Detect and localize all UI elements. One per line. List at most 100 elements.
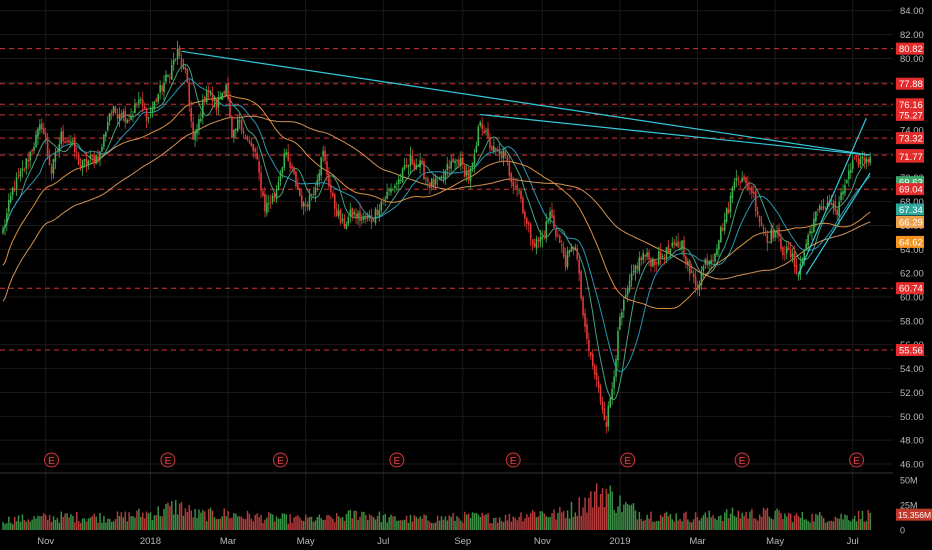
candle (339, 208, 342, 226)
candle-body (333, 194, 336, 209)
volume-bar (271, 514, 274, 530)
candlestick-series (2, 40, 871, 434)
volume-bar (186, 511, 189, 530)
candle (749, 181, 751, 195)
candle (836, 207, 838, 220)
earnings-marker[interactable]: E (160, 452, 176, 468)
volume-bar (654, 521, 656, 530)
volume-bar (347, 510, 350, 530)
candle (444, 169, 447, 185)
candle (533, 238, 536, 248)
candle (599, 383, 602, 406)
candle-body (4, 225, 6, 228)
candle (207, 85, 210, 99)
price-badge: 71.77 (896, 150, 924, 163)
candle-body (200, 118, 202, 122)
candle-body (341, 219, 344, 221)
candle-body (448, 166, 450, 169)
candle (188, 77, 191, 112)
volume-bar (834, 516, 837, 530)
candle (314, 182, 317, 202)
volume-bar (797, 516, 800, 530)
candle (485, 127, 487, 136)
candle-body (840, 192, 842, 201)
candle-body (667, 245, 670, 253)
candle-body (56, 150, 59, 152)
volume-bar (553, 509, 555, 530)
candle (479, 120, 482, 128)
earnings-marker[interactable]: E (44, 452, 59, 468)
volume-bar (495, 517, 497, 530)
candle (81, 159, 84, 176)
candle-body (785, 246, 788, 254)
candle-body (101, 146, 103, 152)
earnings-marker[interactable]: E (505, 452, 521, 468)
candle (353, 208, 355, 219)
candle-body (409, 154, 412, 166)
candle (787, 241, 790, 251)
candle-body (657, 251, 660, 265)
candle (58, 136, 61, 158)
price-badge-label: 69.04 (899, 185, 923, 196)
volume-bar (588, 497, 590, 530)
earnings-marker[interactable]: E (389, 452, 405, 468)
volume-bar (685, 511, 687, 530)
earnings-marker[interactable]: E (272, 452, 288, 468)
candle (97, 149, 99, 164)
candle (632, 264, 635, 276)
candle-body (66, 140, 68, 142)
volume-bar (93, 513, 95, 530)
candle-body (832, 203, 835, 207)
candle-body (337, 210, 340, 216)
candle (134, 98, 136, 114)
volume-bar (731, 507, 734, 530)
volume-bar (822, 518, 825, 530)
earnings-marker[interactable]: E (734, 452, 750, 468)
volume-bar (39, 516, 41, 530)
candle (106, 115, 109, 133)
candle-body (720, 226, 722, 243)
candle-body (456, 160, 458, 162)
candle-body (188, 82, 191, 107)
candle (161, 85, 163, 96)
volume-bar (630, 504, 633, 530)
volume-bar (716, 520, 718, 530)
volume-bar (809, 522, 811, 530)
volume-bar (611, 491, 613, 530)
candle (601, 396, 604, 414)
candle-body (384, 198, 386, 200)
volume-bar (380, 522, 383, 530)
candle (324, 146, 326, 165)
candle-body (29, 151, 31, 161)
candle-body (116, 113, 119, 119)
candle (370, 208, 373, 230)
candle-body (184, 67, 187, 70)
earnings-marker[interactable]: E (849, 452, 865, 468)
candle (363, 211, 365, 224)
candle (704, 257, 707, 270)
candle-body (425, 177, 427, 179)
volume-bar (661, 516, 664, 530)
candle (361, 213, 363, 225)
candle-body (198, 119, 200, 131)
volume-bar (54, 520, 57, 530)
candle-body (75, 152, 78, 154)
candle (423, 158, 425, 181)
candle (493, 138, 495, 155)
candle-body (254, 148, 256, 152)
price-badge: 55.56 (896, 343, 924, 356)
candle-body (306, 204, 309, 207)
candle (242, 127, 245, 139)
candle (322, 145, 324, 162)
volume-bar (173, 514, 175, 530)
candle-body (826, 202, 829, 209)
candle-body (679, 248, 681, 250)
earnings-marker[interactable]: E (620, 452, 636, 468)
candle (56, 146, 59, 154)
candle (108, 112, 111, 126)
volume-bar (174, 500, 177, 530)
candle-body (733, 181, 736, 188)
volume-bar (200, 512, 202, 530)
